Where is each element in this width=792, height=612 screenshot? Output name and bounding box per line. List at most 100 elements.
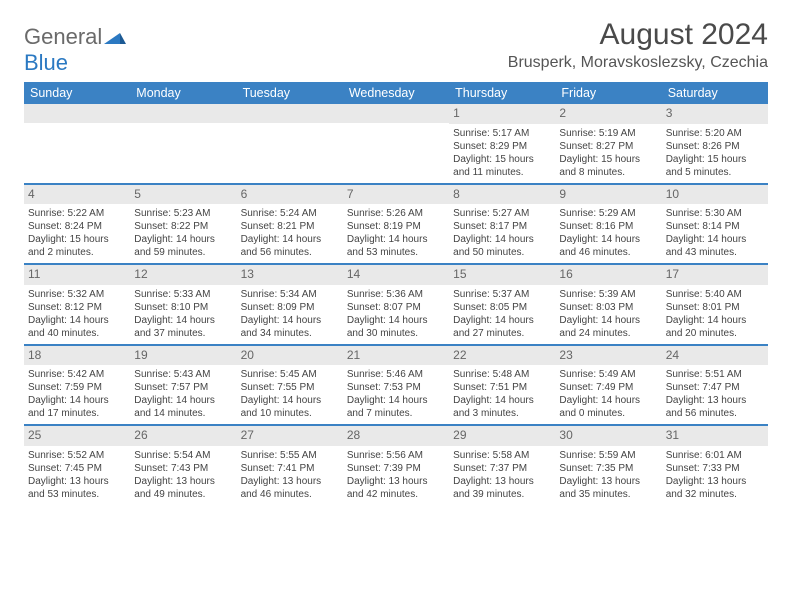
daylight-line: Daylight: 15 hours and 5 minutes. [666,153,764,179]
day-cell: 17Sunrise: 5:40 AMSunset: 8:01 PMDayligh… [662,265,768,344]
page-title: August 2024 [508,18,768,52]
page-subtitle: Brusperk, Moravskoslezsky, Czechia [508,54,768,72]
sunrise-line: Sunrise: 5:45 AM [241,368,339,381]
weekday-header-row: SundayMondayTuesdayWednesdayThursdayFrid… [24,82,768,104]
sunrise-line: Sunrise: 5:24 AM [241,207,339,220]
sunset-line: Sunset: 8:26 PM [666,140,764,153]
day-cell: 10Sunrise: 5:30 AMSunset: 8:14 PMDayligh… [662,185,768,264]
daylight-line: Daylight: 14 hours and 27 minutes. [453,314,551,340]
day-number: 3 [662,104,768,124]
day-cell: 1Sunrise: 5:17 AMSunset: 8:29 PMDaylight… [449,104,555,183]
week-row: 18Sunrise: 5:42 AMSunset: 7:59 PMDayligh… [24,344,768,425]
day-number: 4 [24,185,130,205]
day-number: 29 [449,426,555,446]
sunrise-line: Sunrise: 5:22 AM [28,207,126,220]
weekday-header: Monday [130,82,236,104]
sunset-line: Sunset: 8:22 PM [134,220,232,233]
day-cell: 18Sunrise: 5:42 AMSunset: 7:59 PMDayligh… [24,346,130,425]
day-cell: 15Sunrise: 5:37 AMSunset: 8:05 PMDayligh… [449,265,555,344]
day-number: 20 [237,346,343,366]
day-cell: 2Sunrise: 5:19 AMSunset: 8:27 PMDaylight… [555,104,661,183]
daylight-line: Daylight: 14 hours and 59 minutes. [134,233,232,259]
daylight-line: Daylight: 14 hours and 7 minutes. [347,394,445,420]
day-cell: 24 Sunrise: 5:51 AMSunset: 7:47 PMDayligh… [662,346,768,425]
week-row: 11Sunrise: 5:32 AMSunset: 8:12 PMDayligh… [24,263,768,344]
daylight-line: Daylight: 13 hours and 39 minutes. [453,475,551,501]
day-number: 24 [662,346,768,366]
day-cell: 12Sunrise: 5:33 AMSunset: 8:10 PMDayligh… [130,265,236,344]
title-block: August 2024 Brusperk, Moravskoslezsky, C… [508,18,768,72]
day-number: 21 [343,346,449,366]
day-number: 28 [343,426,449,446]
sunset-line: Sunset: 8:10 PM [134,301,232,314]
sunrise-line: Sunrise: 5:20 AM [666,127,764,140]
day-number: 16 [555,265,661,285]
sunset-line: Sunset: 7:51 PM [453,381,551,394]
sunset-line: Sunset: 7:57 PM [134,381,232,394]
sunrise-line: Sunrise: 5:37 AM [453,288,551,301]
day-cell [343,104,449,183]
calendar: SundayMondayTuesdayWednesdayThursdayFrid… [24,82,768,505]
daylight-line: Daylight: 13 hours and 46 minutes. [241,475,339,501]
day-cell [130,104,236,183]
sunset-line: Sunset: 7:47 PM [666,381,764,394]
day-number: 19 [130,346,236,366]
daylight-line: Daylight: 15 hours and 11 minutes. [453,153,551,179]
day-number: 15 [449,265,555,285]
sunrise-line: Sunrise: 5:58 AM [453,449,551,462]
sunrise-line: Sunrise: 5:56 AM [347,449,445,462]
sunrise-line: Sunrise: 5:43 AM [134,368,232,381]
sunset-line: Sunset: 7:43 PM [134,462,232,475]
day-cell: 9Sunrise: 5:29 AMSunset: 8:16 PMDaylight… [555,185,661,264]
day-cell [24,104,130,183]
day-cell: 21Sunrise: 5:46 AMSunset: 7:53 PMDayligh… [343,346,449,425]
day-number: 11 [24,265,130,285]
day-number: 1 [449,104,555,124]
sunset-line: Sunset: 7:45 PM [28,462,126,475]
daylight-line: Daylight: 13 hours and 53 minutes. [28,475,126,501]
day-cell: 14Sunrise: 5:36 AMSunset: 8:07 PMDayligh… [343,265,449,344]
sunrise-line: Sunrise: 5:19 AM [559,127,657,140]
sunrise-line: Sunrise: 5:51 AM [666,368,764,381]
day-cell: 7Sunrise: 5:26 AMSunset: 8:19 PMDaylight… [343,185,449,264]
week-row: 4 Sunrise: 5:22 AMSunset: 8:24 PM Daylight… [24,183,768,264]
sunset-line: Sunset: 8:17 PM [453,220,551,233]
daylight-line: Daylight: 13 hours and 56 minutes. [666,394,764,420]
sunset-line: Sunset: 7:49 PM [559,381,657,394]
sunset-line: Sunset: 8:24 PM [28,220,126,233]
sunset-line: Sunset: 8:14 PM [666,220,764,233]
sunrise-line: Sunrise: 5:36 AM [347,288,445,301]
day-number: 7 [343,185,449,205]
sunset-line: Sunset: 8:27 PM [559,140,657,153]
day-number: 31 [662,426,768,446]
day-cell: 25Sunrise: 5:52 AMSunset: 7:45 PMDayligh… [24,426,130,505]
sunrise-line: Sunrise: 5:40 AM [666,288,764,301]
day-cell: 5Sunrise: 5:23 AMSunset: 8:22 PMDaylight… [130,185,236,264]
sunrise-line: Sunrise: 5:49 AM [559,368,657,381]
sunrise-line: Sunrise: 5:23 AM [134,207,232,220]
week-row: 1Sunrise: 5:17 AMSunset: 8:29 PMDaylight… [24,104,768,183]
daylight-line: Daylight: 15 hours and 8 minutes. [559,153,657,179]
daylight-line: Daylight: 14 hours and 50 minutes. [453,233,551,259]
sunrise-line: Sunrise: 5:30 AM [666,207,764,220]
day-cell: 3 Sunrise: 5:20 AMSunset: 8:26 PMDaylight… [662,104,768,183]
day-number: 8 [449,185,555,205]
sunrise-line: Sunrise: 5:52 AM [28,449,126,462]
sunset-line: Sunset: 7:33 PM [666,462,764,475]
header: General Blue August 2024 Brusperk, Morav… [24,18,768,76]
day-number: 17 [662,265,768,285]
daylight-line: Daylight: 14 hours and 20 minutes. [666,314,764,340]
day-cell: 30Sunrise: 5:59 AMSunset: 7:35 PMDayligh… [555,426,661,505]
sunset-line: Sunset: 8:07 PM [347,301,445,314]
sunrise-line: Sunrise: 5:27 AM [453,207,551,220]
sunset-line: Sunset: 7:55 PM [241,381,339,394]
day-number: 14 [343,265,449,285]
daylight-line: Daylight: 14 hours and 24 minutes. [559,314,657,340]
sunrise-line: Sunrise: 6:01 AM [666,449,764,462]
day-number: 10 [662,185,768,205]
day-number-empty [237,104,343,123]
daylight-line: Daylight: 14 hours and 14 minutes. [134,394,232,420]
sunset-line: Sunset: 7:53 PM [347,381,445,394]
sunset-line: Sunset: 8:16 PM [559,220,657,233]
sunset-line: Sunset: 8:09 PM [241,301,339,314]
